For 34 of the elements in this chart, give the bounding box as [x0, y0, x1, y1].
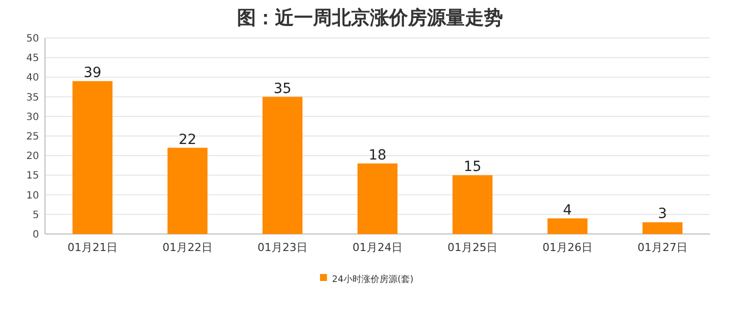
data-label: 4	[563, 202, 572, 218]
bar	[642, 222, 682, 234]
data-label: 3	[658, 206, 667, 222]
y-tick-label: 45	[26, 53, 39, 64]
bar	[358, 163, 398, 234]
bar	[452, 175, 492, 234]
data-label: 22	[178, 132, 196, 148]
bar	[262, 96, 302, 234]
y-tick-label: 15	[26, 170, 39, 182]
y-tick-label: 0	[32, 230, 39, 240]
bar	[168, 148, 208, 234]
data-label: 35	[274, 80, 292, 97]
legend-label: 24小时涨价房源(套)	[332, 274, 414, 285]
x-tick-label: 01月22日	[162, 241, 212, 254]
bar	[72, 81, 112, 234]
chart-title: 图：近一周北京涨价房源量走势	[237, 7, 503, 29]
y-tick-label: 10	[26, 190, 39, 202]
y-tick-label: 50	[26, 34, 39, 44]
x-tick-label: 01月23日	[258, 241, 308, 254]
y-tick-label: 25	[26, 132, 39, 142]
data-label: 15	[464, 159, 482, 176]
data-label: 39	[84, 65, 102, 82]
x-tick-label: 01月27日	[638, 241, 688, 254]
y-tick-label: 5	[32, 210, 39, 221]
x-tick-label: 01月21日	[68, 241, 118, 254]
x-tick-label: 01月26日	[542, 241, 592, 254]
y-tick-label: 20	[26, 151, 39, 162]
y-tick-label: 35	[26, 92, 39, 104]
x-tick-label: 01月24日	[352, 241, 402, 254]
data-label: 18	[368, 147, 386, 164]
y-tick-label: 40	[26, 72, 39, 84]
x-tick-label: 01月25日	[448, 241, 498, 254]
y-tick-label: 30	[26, 112, 39, 123]
bar	[548, 218, 588, 234]
